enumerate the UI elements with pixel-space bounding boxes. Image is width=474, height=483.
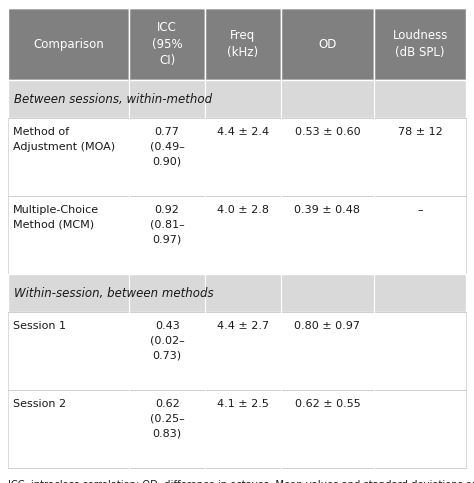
Bar — [281, 312, 374, 390]
Text: 4.1 ± 2.5: 4.1 ± 2.5 — [217, 399, 269, 409]
Text: 0.39 ± 0.48: 0.39 ± 0.48 — [294, 205, 360, 215]
Text: 4.4 ± 2.4: 4.4 ± 2.4 — [217, 127, 269, 137]
Text: Between sessions, within-method: Between sessions, within-method — [14, 93, 212, 105]
Bar — [374, 390, 466, 468]
Text: Loudness
(dB SPL): Loudness (dB SPL) — [392, 29, 448, 59]
Text: Session 1: Session 1 — [13, 321, 66, 331]
Bar — [374, 196, 466, 274]
Bar — [8, 196, 129, 274]
Bar — [374, 118, 466, 196]
Bar — [281, 196, 374, 274]
Text: ICC, intraclass correlation; OD, difference in octaves. Mean values and standard: ICC, intraclass correlation; OD, differe… — [8, 480, 474, 483]
Bar — [129, 312, 205, 390]
Bar — [205, 196, 281, 274]
Bar — [8, 274, 466, 312]
Text: OD: OD — [318, 38, 337, 51]
Text: 4.4 ± 2.7: 4.4 ± 2.7 — [217, 321, 269, 331]
Bar — [8, 312, 129, 390]
Text: 0.77
(0.49–
0.90): 0.77 (0.49– 0.90) — [150, 127, 184, 167]
Bar — [129, 390, 205, 468]
Text: 0.62 ± 0.55: 0.62 ± 0.55 — [294, 399, 360, 409]
Bar — [281, 118, 374, 196]
Text: 0.62
(0.25–
0.83): 0.62 (0.25– 0.83) — [150, 399, 184, 439]
Text: –: – — [418, 205, 423, 215]
Bar — [205, 390, 281, 468]
Text: Method of
Adjustment (MOA): Method of Adjustment (MOA) — [13, 127, 115, 152]
Bar — [129, 196, 205, 274]
Text: Freq
(kHz): Freq (kHz) — [227, 29, 258, 59]
Text: Comparison: Comparison — [33, 38, 104, 51]
Bar — [8, 118, 129, 196]
Bar — [205, 312, 281, 390]
Bar — [374, 312, 466, 390]
Text: 0.43
(0.02–
0.73): 0.43 (0.02– 0.73) — [150, 321, 184, 361]
Text: Session 2: Session 2 — [13, 399, 66, 409]
Text: 78 ± 12: 78 ± 12 — [398, 127, 443, 137]
Text: Multiple-Choice
Method (MCM): Multiple-Choice Method (MCM) — [13, 205, 99, 230]
Bar — [129, 118, 205, 196]
Bar — [205, 8, 281, 80]
Bar — [129, 8, 205, 80]
Bar — [8, 390, 129, 468]
Bar — [281, 390, 374, 468]
Text: 0.80 ± 0.97: 0.80 ± 0.97 — [294, 321, 360, 331]
Text: 0.53 ± 0.60: 0.53 ± 0.60 — [295, 127, 360, 137]
Text: 4.0 ± 2.8: 4.0 ± 2.8 — [217, 205, 269, 215]
Bar — [8, 80, 466, 118]
Bar — [205, 118, 281, 196]
Bar — [374, 8, 466, 80]
Bar — [8, 8, 129, 80]
Bar — [281, 8, 374, 80]
Text: Within-session, between methods: Within-session, between methods — [14, 286, 214, 299]
Text: ICC
(95%
CI): ICC (95% CI) — [152, 21, 182, 67]
Text: 0.92
(0.81–
0.97): 0.92 (0.81– 0.97) — [150, 205, 184, 244]
